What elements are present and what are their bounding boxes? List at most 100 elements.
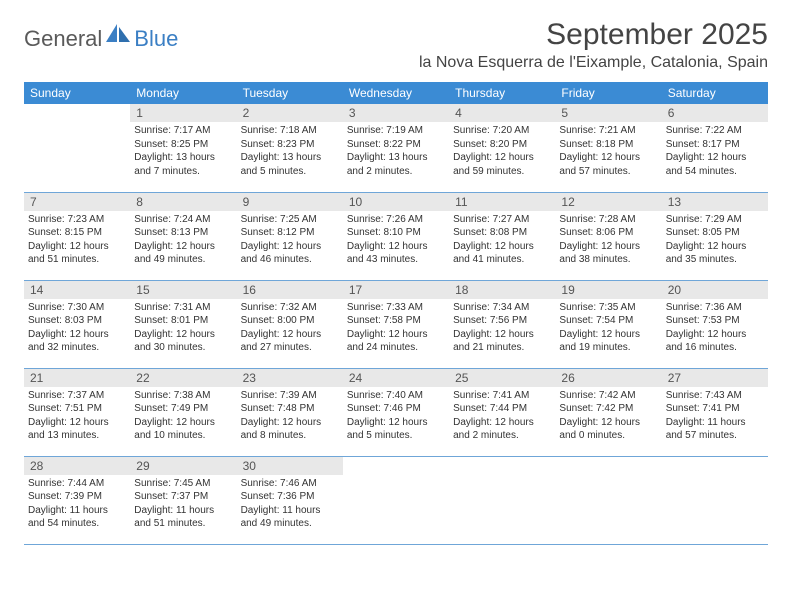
daylight-text: Daylight: 13 hours and 2 minutes.	[347, 151, 445, 178]
daylight-text: Daylight: 12 hours and 27 minutes.	[241, 328, 339, 355]
sunrise-text: Sunrise: 7:44 AM	[28, 477, 126, 491]
calendar-day-cell: 9Sunrise: 7:25 AMSunset: 8:12 PMDaylight…	[237, 192, 343, 280]
calendar-week-row: 21Sunrise: 7:37 AMSunset: 7:51 PMDayligh…	[24, 368, 768, 456]
daylight-text: Daylight: 11 hours and 51 minutes.	[134, 504, 232, 531]
calendar-day-cell: 1Sunrise: 7:17 AMSunset: 8:25 PMDaylight…	[130, 104, 236, 192]
calendar-day-cell: 28Sunrise: 7:44 AMSunset: 7:39 PMDayligh…	[24, 456, 130, 544]
calendar-day-cell: 25Sunrise: 7:41 AMSunset: 7:44 PMDayligh…	[449, 368, 555, 456]
sunrise-text: Sunrise: 7:19 AM	[347, 124, 445, 138]
day-details: Sunrise: 7:17 AMSunset: 8:25 PMDaylight:…	[130, 122, 236, 178]
sunset-text: Sunset: 7:37 PM	[134, 490, 232, 504]
day-number: 26	[555, 369, 661, 387]
day-number: 19	[555, 281, 661, 299]
day-number: 25	[449, 369, 555, 387]
calendar-page: General Blue September 2025 la Nova Esqu…	[0, 0, 792, 563]
sunset-text: Sunset: 7:53 PM	[666, 314, 764, 328]
daylight-text: Daylight: 12 hours and 57 minutes.	[559, 151, 657, 178]
sunrise-text: Sunrise: 7:35 AM	[559, 301, 657, 315]
calendar-day-cell: 19Sunrise: 7:35 AMSunset: 7:54 PMDayligh…	[555, 280, 661, 368]
day-number: 23	[237, 369, 343, 387]
day-details: Sunrise: 7:20 AMSunset: 8:20 PMDaylight:…	[449, 122, 555, 178]
day-details: Sunrise: 7:29 AMSunset: 8:05 PMDaylight:…	[662, 211, 768, 267]
sunrise-text: Sunrise: 7:27 AM	[453, 213, 551, 227]
calendar-day-cell: 3Sunrise: 7:19 AMSunset: 8:22 PMDaylight…	[343, 104, 449, 192]
calendar-day-cell: 17Sunrise: 7:33 AMSunset: 7:58 PMDayligh…	[343, 280, 449, 368]
daylight-text: Daylight: 12 hours and 5 minutes.	[347, 416, 445, 443]
daylight-text: Daylight: 12 hours and 21 minutes.	[453, 328, 551, 355]
daylight-text: Daylight: 12 hours and 46 minutes.	[241, 240, 339, 267]
day-number: 1	[130, 104, 236, 122]
sunset-text: Sunset: 8:12 PM	[241, 226, 339, 240]
daylight-text: Daylight: 12 hours and 0 minutes.	[559, 416, 657, 443]
day-number: 22	[130, 369, 236, 387]
day-number: 17	[343, 281, 449, 299]
day-details: Sunrise: 7:23 AMSunset: 8:15 PMDaylight:…	[24, 211, 130, 267]
daylight-text: Daylight: 12 hours and 59 minutes.	[453, 151, 551, 178]
day-details: Sunrise: 7:28 AMSunset: 8:06 PMDaylight:…	[555, 211, 661, 267]
weekday-header: Saturday	[662, 82, 768, 104]
sunset-text: Sunset: 8:15 PM	[28, 226, 126, 240]
sunset-text: Sunset: 7:44 PM	[453, 402, 551, 416]
sunset-text: Sunset: 8:20 PM	[453, 138, 551, 152]
day-number: 29	[130, 457, 236, 475]
calendar-day-cell: 18Sunrise: 7:34 AMSunset: 7:56 PMDayligh…	[449, 280, 555, 368]
sunrise-text: Sunrise: 7:30 AM	[28, 301, 126, 315]
day-number: 28	[24, 457, 130, 475]
weekday-header: Sunday	[24, 82, 130, 104]
sunrise-text: Sunrise: 7:45 AM	[134, 477, 232, 491]
day-details: Sunrise: 7:42 AMSunset: 7:42 PMDaylight:…	[555, 387, 661, 443]
daylight-text: Daylight: 11 hours and 49 minutes.	[241, 504, 339, 531]
day-number: 2	[237, 104, 343, 122]
calendar-day-cell	[24, 104, 130, 192]
daylight-text: Daylight: 12 hours and 38 minutes.	[559, 240, 657, 267]
day-number: 5	[555, 104, 661, 122]
sunrise-text: Sunrise: 7:46 AM	[241, 477, 339, 491]
day-details: Sunrise: 7:45 AMSunset: 7:37 PMDaylight:…	[130, 475, 236, 531]
day-number: 30	[237, 457, 343, 475]
daylight-text: Daylight: 12 hours and 35 minutes.	[666, 240, 764, 267]
calendar-week-row: 7Sunrise: 7:23 AMSunset: 8:15 PMDaylight…	[24, 192, 768, 280]
sunrise-text: Sunrise: 7:31 AM	[134, 301, 232, 315]
calendar-day-cell: 6Sunrise: 7:22 AMSunset: 8:17 PMDaylight…	[662, 104, 768, 192]
calendar-day-cell	[662, 456, 768, 544]
sunset-text: Sunset: 8:06 PM	[559, 226, 657, 240]
calendar-day-cell: 30Sunrise: 7:46 AMSunset: 7:36 PMDayligh…	[237, 456, 343, 544]
day-number: 14	[24, 281, 130, 299]
day-details: Sunrise: 7:19 AMSunset: 8:22 PMDaylight:…	[343, 122, 449, 178]
calendar-day-cell: 13Sunrise: 7:29 AMSunset: 8:05 PMDayligh…	[662, 192, 768, 280]
daylight-text: Daylight: 13 hours and 7 minutes.	[134, 151, 232, 178]
calendar-body: 1Sunrise: 7:17 AMSunset: 8:25 PMDaylight…	[24, 104, 768, 544]
calendar-week-row: 1Sunrise: 7:17 AMSunset: 8:25 PMDaylight…	[24, 104, 768, 192]
day-details: Sunrise: 7:32 AMSunset: 8:00 PMDaylight:…	[237, 299, 343, 355]
daylight-text: Daylight: 12 hours and 13 minutes.	[28, 416, 126, 443]
day-details: Sunrise: 7:43 AMSunset: 7:41 PMDaylight:…	[662, 387, 768, 443]
sunset-text: Sunset: 8:10 PM	[347, 226, 445, 240]
daylight-text: Daylight: 12 hours and 16 minutes.	[666, 328, 764, 355]
daylight-text: Daylight: 12 hours and 43 minutes.	[347, 240, 445, 267]
daylight-text: Daylight: 12 hours and 10 minutes.	[134, 416, 232, 443]
day-number: 8	[130, 193, 236, 211]
day-number: 27	[662, 369, 768, 387]
calendar-day-cell: 26Sunrise: 7:42 AMSunset: 7:42 PMDayligh…	[555, 368, 661, 456]
calendar-day-cell: 29Sunrise: 7:45 AMSunset: 7:37 PMDayligh…	[130, 456, 236, 544]
day-number: 11	[449, 193, 555, 211]
calendar-day-cell: 24Sunrise: 7:40 AMSunset: 7:46 PMDayligh…	[343, 368, 449, 456]
daylight-text: Daylight: 11 hours and 57 minutes.	[666, 416, 764, 443]
weekday-header: Monday	[130, 82, 236, 104]
title-block: September 2025 la Nova Esquerra de l'Eix…	[419, 18, 768, 72]
calendar-day-cell	[449, 456, 555, 544]
sunset-text: Sunset: 8:03 PM	[28, 314, 126, 328]
day-details: Sunrise: 7:18 AMSunset: 8:23 PMDaylight:…	[237, 122, 343, 178]
sunset-text: Sunset: 7:51 PM	[28, 402, 126, 416]
calendar-day-cell: 10Sunrise: 7:26 AMSunset: 8:10 PMDayligh…	[343, 192, 449, 280]
day-details: Sunrise: 7:46 AMSunset: 7:36 PMDaylight:…	[237, 475, 343, 531]
sunset-text: Sunset: 7:36 PM	[241, 490, 339, 504]
sunrise-text: Sunrise: 7:43 AM	[666, 389, 764, 403]
month-title: September 2025	[419, 18, 768, 52]
calendar-day-cell: 16Sunrise: 7:32 AMSunset: 8:00 PMDayligh…	[237, 280, 343, 368]
day-number: 24	[343, 369, 449, 387]
calendar-day-cell: 8Sunrise: 7:24 AMSunset: 8:13 PMDaylight…	[130, 192, 236, 280]
sunrise-text: Sunrise: 7:28 AM	[559, 213, 657, 227]
weekday-header: Thursday	[449, 82, 555, 104]
day-number: 15	[130, 281, 236, 299]
